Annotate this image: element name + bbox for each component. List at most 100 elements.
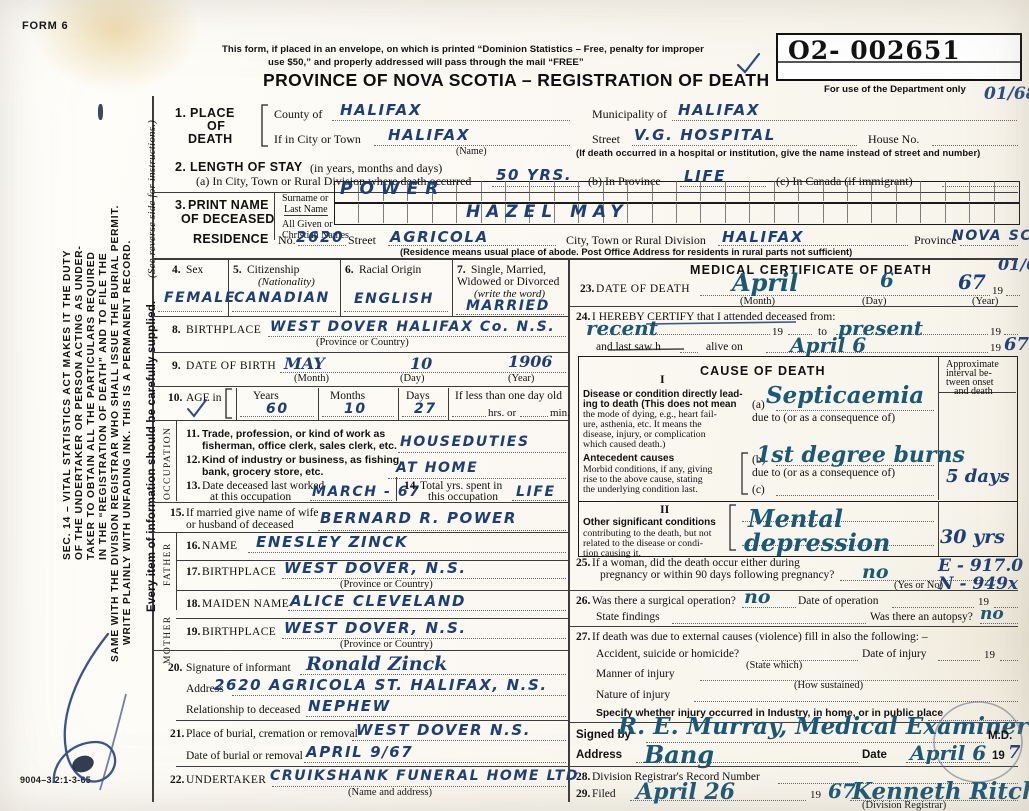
- city-town-value: HALIFAX: [388, 126, 470, 144]
- grid-cell-divider: [895, 181, 897, 201]
- total-years-label-2: this occupation: [428, 491, 498, 503]
- citizenship-label: Citizenship: [247, 264, 300, 276]
- doctor-year-prefix: 19: [992, 750, 1005, 762]
- trade-number: 11.: [186, 428, 200, 440]
- citizenship-value: CANADIAN: [234, 290, 330, 306]
- given-name-grid: [334, 203, 1020, 225]
- print-name-label-1: PRINT NAME: [188, 198, 269, 212]
- grid-cell-divider: [944, 203, 946, 223]
- last-saw-label: and last saw h: [596, 341, 661, 353]
- filed-label: Filed: [592, 788, 616, 800]
- part-ii-box: [578, 500, 1018, 557]
- injury-date-label: Date of injury: [862, 648, 927, 660]
- interval-header-3: tween onset: [946, 377, 994, 388]
- grid-cell-divider: [480, 181, 482, 201]
- dob-day-caption: (Day): [400, 373, 425, 384]
- vertical-label-occupation: OCCUPATION: [163, 426, 173, 500]
- certify-to-year-prefix: 19: [990, 326, 1001, 338]
- part-i-label-line-2: the mode of dying, e.g., heart fail-: [583, 409, 717, 420]
- dob-label: DATE OF BIRTH: [186, 360, 277, 372]
- total-years-label-1: Total yrs. spent in: [420, 480, 503, 492]
- certify-from-year-prefix: 19: [772, 326, 783, 338]
- mother-birthplace-number: 19.: [186, 626, 201, 638]
- statute-line-2: OF THE UNDERTAKER OR PERSON ACTING AS UN…: [74, 245, 85, 560]
- alive-on-value: April 6: [790, 333, 867, 357]
- trade-label-1: Trade, profession, or kind of work as: [202, 428, 386, 440]
- informant-address-value: 2620 AGRICOLA ST. HALIFAX, N.S.: [214, 676, 548, 694]
- date-of-death-year-value: 67: [958, 270, 986, 294]
- last-worked-label-1: Date deceased last worked: [202, 480, 325, 492]
- grid-cell-divider: [651, 203, 653, 223]
- cause-of-death-heading: CAUSE OF DEATH: [700, 364, 826, 378]
- birthplace-value: WEST DOVER HALIFAX Co. N.S.: [270, 319, 556, 335]
- part-i-label-line-1: ing to death (This does not mean: [583, 399, 737, 410]
- grid-cell-divider: [822, 203, 824, 223]
- grid-cell-divider: [895, 203, 897, 223]
- grid-cell-divider: [553, 203, 555, 223]
- pregnancy-caption: (Yes or No): [894, 580, 944, 591]
- name-caption: (Name): [456, 146, 487, 157]
- grid-cell-divider: [700, 203, 702, 223]
- form-number-label: FORM 6: [22, 20, 69, 32]
- grid-cell-divider: [871, 181, 873, 201]
- surname-label-2: Last Name: [284, 204, 328, 216]
- total-years-number: 14.: [404, 480, 419, 492]
- grid-cell-divider: [773, 203, 775, 223]
- father-name-number: 16.: [186, 540, 201, 552]
- grid-cell-divider: [676, 203, 677, 223]
- burial-place-label: Place of burial, cremation or removal: [186, 728, 358, 740]
- informant-address-label: Address: [186, 683, 224, 695]
- grid-cell-divider: [749, 203, 751, 223]
- dob-year-value: 1906: [508, 352, 553, 371]
- mother-maiden-value: ALICE CLEVELAND: [290, 592, 467, 610]
- grid-cell-divider: [602, 181, 604, 201]
- residence-street-label: Street: [348, 233, 376, 247]
- age-years-header: Years: [253, 390, 279, 402]
- age-months-value: 10: [344, 401, 367, 417]
- accident-label: Accident, suicide or homicide?: [596, 648, 740, 660]
- grid-cell-divider: [382, 203, 384, 223]
- marital-number: 7.: [457, 264, 466, 276]
- given-label-2: Christian Names: [282, 230, 349, 241]
- alive-year-value: 67: [1004, 334, 1029, 355]
- print-name-label-2: OF DECEASED: [181, 212, 275, 226]
- certify-number: 24.: [576, 311, 591, 323]
- marital-sublabel: (write the word): [474, 288, 546, 300]
- department-use-label: For use of the Department only: [824, 84, 966, 95]
- father-name-value: ENESLEY ZINCK: [256, 533, 409, 551]
- state-which-caption: (State which): [746, 660, 803, 671]
- spouse-label-2: or husband of deceased: [186, 519, 294, 531]
- mother-birthplace-value: WEST DOVER, N.S.: [284, 619, 467, 637]
- last-worked-label-2: at this occupation: [210, 491, 292, 503]
- grid-cell-divider: [529, 181, 531, 201]
- autopsy-label: Was there an autopsy?: [870, 611, 973, 623]
- vertical-label-father: FATHER: [163, 542, 173, 586]
- cause-b-due-to-label: due to (or as a consequence of): [752, 467, 896, 479]
- doctor-address-value: Bang: [644, 740, 715, 769]
- burial-date-label: Date of burial or removal: [186, 750, 303, 762]
- injury-year-prefix: 19: [984, 649, 995, 661]
- grid-cell-divider: [822, 181, 824, 201]
- length-of-stay-number: 2.: [175, 160, 187, 174]
- undertaker-caption: (Name and address): [348, 787, 432, 798]
- alive-year-prefix: 19: [990, 342, 1001, 354]
- surgery-findings-label: State findings: [596, 611, 660, 623]
- mother-maiden-label: MAIDEN NAME: [202, 598, 290, 610]
- birthplace-number: 8.: [172, 324, 181, 336]
- industry-number: 12.: [186, 454, 201, 466]
- father-birthplace-number: 17.: [186, 566, 201, 578]
- print-name-number: 3.: [175, 198, 187, 212]
- mother-birthplace-caption: (Province or Country): [340, 639, 433, 650]
- grid-cell-divider: [456, 203, 458, 223]
- ink-mark-top: [98, 104, 103, 120]
- trade-value: HOUSEDUTIES: [400, 434, 530, 450]
- father-name-label: NAME: [202, 540, 238, 552]
- manner-label: Manner of injury: [596, 668, 675, 680]
- municipality-label: Municipality of: [592, 107, 667, 121]
- cause-a-marker: (a): [752, 399, 765, 411]
- grid-cell-divider: [431, 203, 433, 223]
- grid-cell-divider: [578, 181, 580, 201]
- grid-cell-divider: [724, 203, 726, 223]
- house-no-label: House No.: [868, 132, 920, 146]
